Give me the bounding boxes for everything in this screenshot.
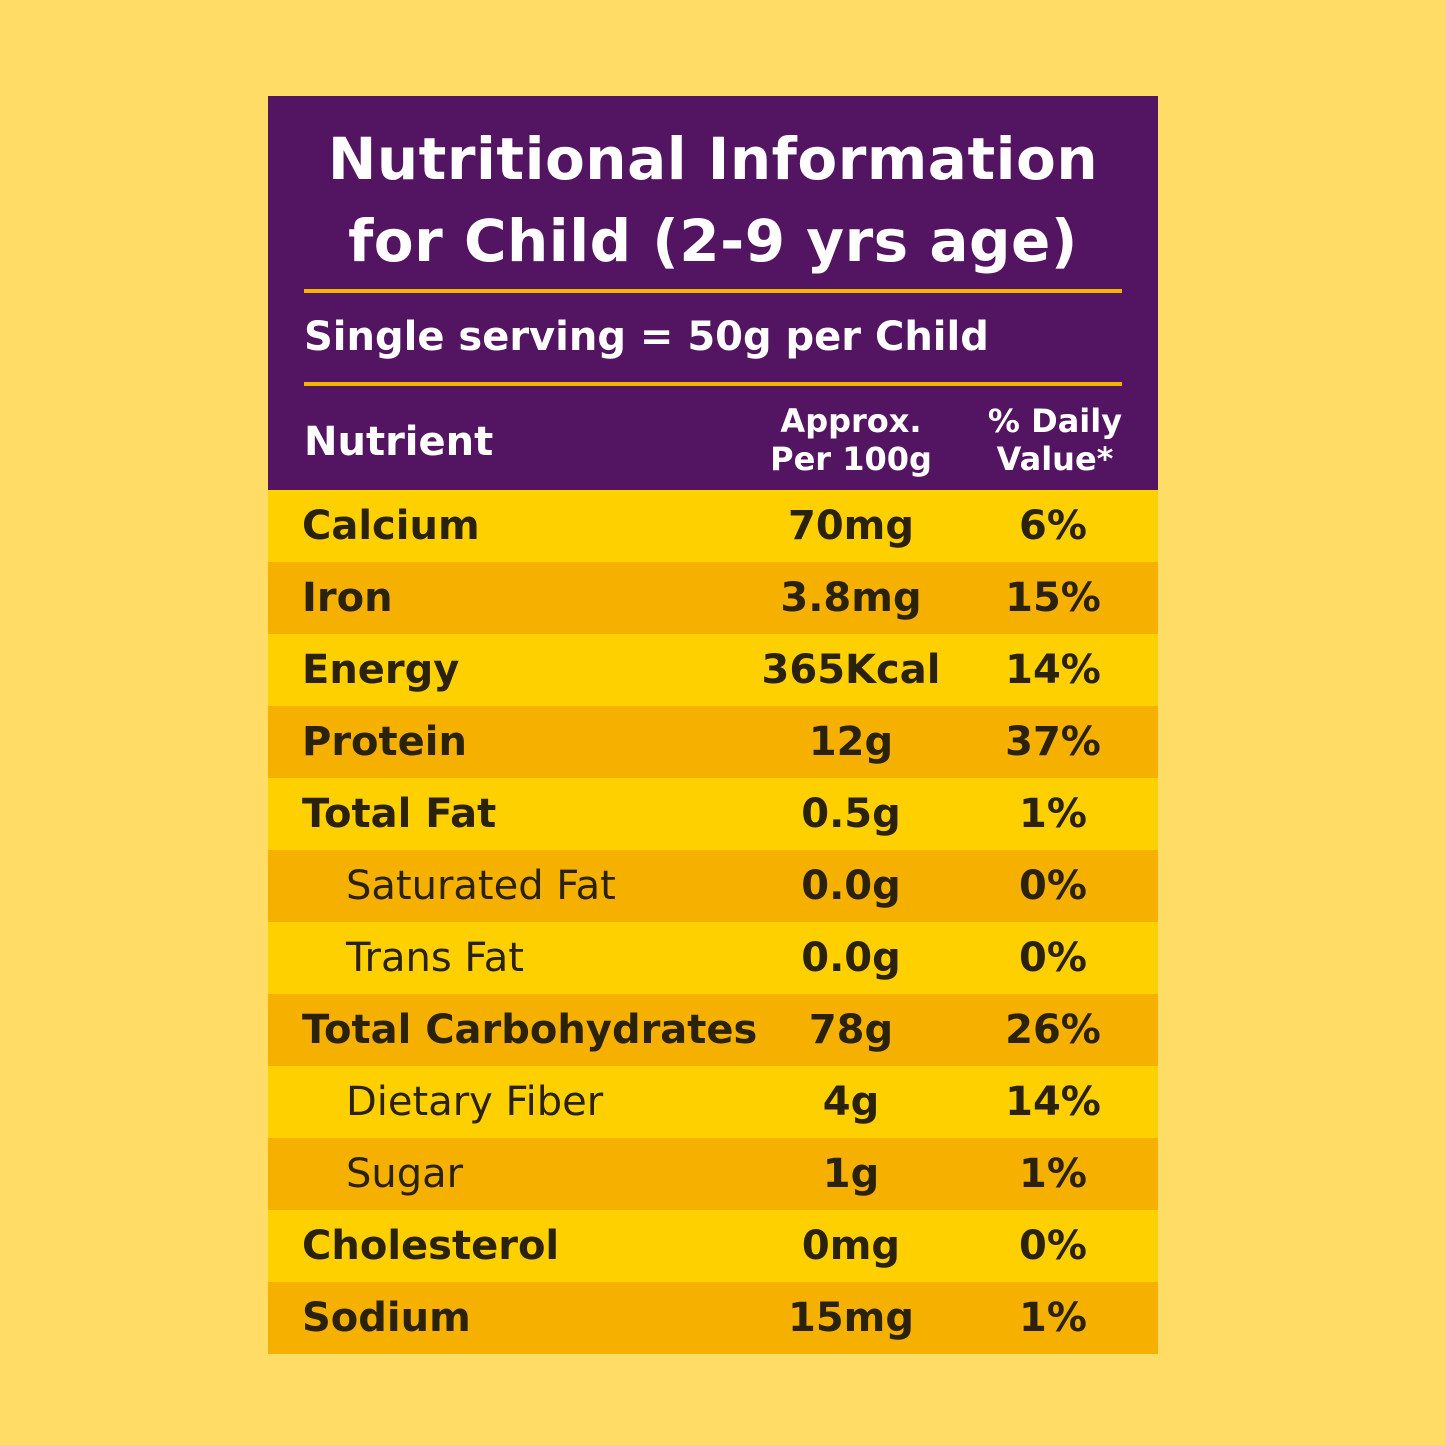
nutrient-name: Calcium [302,503,480,549]
divider-bottom [304,382,1122,386]
nutrient-amount: 0.5g [801,791,901,837]
table-row: Sugar 1g 1% [268,1138,1158,1210]
nutrient-name: Total Carbohydrates [302,1007,758,1053]
column-header-daily-value-line-1: % Daily [987,402,1123,440]
nutrient-amount: 0.0g [801,935,901,981]
nutrient-name: Energy [302,647,460,693]
nutrient-name: Saturated Fat [346,863,616,909]
nutrient-amount: 4g [822,1079,880,1125]
table-row: Energy 365Kcal 14% [268,634,1158,706]
table-row: Dietary Fiber 4g 14% [268,1066,1158,1138]
nutrient-amount: 78g [808,1007,894,1053]
title-line-2: for Child (2-9 yrs age) [348,207,1078,275]
nutrient-daily-value: 1% [1019,791,1087,837]
nutrient-daily-value: 1% [1019,1151,1087,1197]
nutrient-amount: 70mg [788,503,914,549]
nutrient-daily-value: 6% [1019,503,1087,549]
nutrient-daily-value: 14% [1005,647,1101,693]
table-row: Total Carbohydrates 78g 26% [268,994,1158,1066]
nutrient-name: Cholesterol [302,1223,560,1269]
nutrient-amount: 3.8mg [780,575,922,621]
nutrient-amount: 15mg [788,1295,914,1341]
column-header-amount: Approx. Per 100g [746,402,956,478]
nutrient-daily-value: 37% [1005,719,1101,765]
nutrient-name: Sodium [302,1295,471,1341]
table-row: Saturated Fat 0.0g 0% [268,850,1158,922]
table-row: Total Fat 0.5g 1% [268,778,1158,850]
nutrient-amount: 0mg [801,1223,901,1269]
nutrient-name: Sugar [346,1151,464,1197]
nutrient-amount: 1g [822,1151,880,1197]
nutrition-panel: Nutritional Information for Child (2-9 y… [268,96,1158,1356]
page-title: Nutritional Information for Child (2-9 y… [268,118,1158,282]
serving-size: Single serving = 50g per Child [304,314,989,360]
nutrient-amount: 12g [808,719,894,765]
nutrient-daily-value: 15% [1005,575,1101,621]
table-row: Iron 3.8mg 15% [268,562,1158,634]
column-header-amount-line-1: Approx. [780,402,922,440]
nutrient-daily-value: 0% [1019,863,1087,909]
nutrient-daily-value: 14% [1005,1079,1101,1125]
column-header-daily-value-line-2: Value* [996,440,1114,478]
table-row: Cholesterol 0mg 0% [268,1210,1158,1282]
nutrient-daily-value: 26% [1005,1007,1101,1053]
nutrient-name: Dietary Fiber [346,1079,604,1125]
table-row: Trans Fat 0.0g 0% [268,922,1158,994]
nutrient-name: Protein [302,719,467,765]
nutrient-amount: 365Kcal [761,647,941,693]
nutrient-name: Trans Fat [346,935,524,981]
nutrition-header: Nutritional Information for Child (2-9 y… [268,96,1158,490]
nutrient-daily-value: 0% [1019,935,1087,981]
column-header-daily-value: % Daily Value* [980,402,1130,478]
nutrient-daily-value: 1% [1019,1295,1087,1341]
nutrient-amount: 0.0g [801,863,901,909]
title-line-1: Nutritional Information [327,125,1099,193]
table-row: Sodium 15mg 1% [268,1282,1158,1354]
table-row: Protein 12g 37% [268,706,1158,778]
nutrient-daily-value: 0% [1019,1223,1087,1269]
divider-top [304,289,1122,293]
column-header-nutrient: Nutrient [304,419,494,465]
nutrient-table: Calcium 70mg 6% Iron 3.8mg 15% Energy 365Kcal 14… [268,490,1158,1354]
nutrient-name: Total Fat [302,791,497,837]
nutrient-name: Iron [302,575,393,621]
column-header-amount-line-2: Per 100g [770,440,932,478]
table-row: Calcium 70mg 6% [268,490,1158,562]
